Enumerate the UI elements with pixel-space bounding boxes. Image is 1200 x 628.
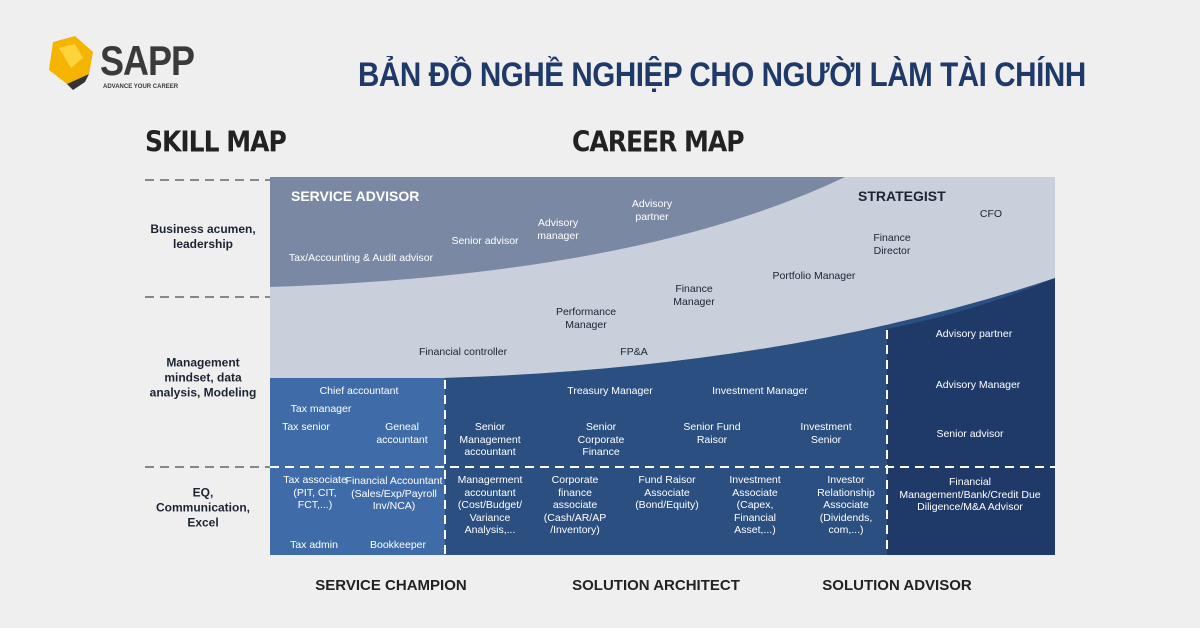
skill-level: Management mindset, data analysis, Model… [149,355,257,400]
skill-level: EQ, Communication, Excel [155,485,250,530]
logo: SAPP ADVANCE YOUR CAREER [45,34,195,94]
role: Senior Fund Raisor [683,421,741,446]
role: Tax senior [282,421,330,433]
role: Treasury Manager [567,385,653,397]
page-title: BẢN ĐỒ NGHỀ NGHIỆP CHO NGƯỜI LÀM TÀI CHÍ… [358,56,1086,94]
role: Financial Accountant (Sales/Exp/Payroll … [345,475,443,512]
column-label-solution-architect: SOLUTION ARCHITECT [572,577,740,594]
role: Finance Manager [673,283,715,308]
role: Tax associate (PIT, CIT, FCT,...) [283,474,347,511]
role: Fund Raisor Associate (Bond/Equity) [635,474,699,511]
role: Senior Corporate Finance [577,421,625,458]
role: FP&A [620,346,648,358]
role: Senior advisor [451,235,519,247]
zone-label-strategist: STRATEGIST [858,188,946,204]
zone-label-service-advisor: SERVICE ADVISOR [291,188,420,204]
role: Bookkeeper [369,539,427,551]
role: Portfolio Manager [772,270,856,282]
role: Geneal accountant [376,421,428,446]
role: Tax/Accounting & Audit advisor [288,252,434,264]
role: Investor Relationship Associate (Dividen… [817,474,875,536]
role: Investment Manager [712,385,808,397]
role: Advisory Manager [935,379,1021,391]
role: Advisory manager [537,217,579,242]
role: Performance Manager [555,306,617,331]
role: Advisory partner [631,198,673,223]
logo-text: SAPP [100,36,195,84]
role: Advisory partner [935,328,1013,340]
role: Financial Management/Bank/Credit Due Dil… [899,476,1041,513]
role: Tax admin [290,539,338,551]
role: CFO [979,208,1003,220]
logo-tagline: ADVANCE YOUR CAREER [103,84,179,90]
column-label-solution-advisor: SOLUTION ADVISOR [822,577,972,594]
career-map-heading: CAREER MAP [572,124,745,159]
role: Corporate finance associate (Cash/AR/AP … [543,474,607,536]
role: Managerment accountant (Cost/Budget/ Var… [457,474,523,536]
service-champion-zone [270,378,445,555]
skill-map-heading: SKILL MAP [145,124,287,159]
solution-architect-zone [270,278,1055,555]
column-label-service-champion: SERVICE CHAMPION [315,577,467,594]
role: Finance Director [873,232,911,257]
role: Investment Associate (Capex, Financial A… [729,474,781,536]
skill-level: Business acumen, leadership [150,222,256,251]
logo-mark-icon [49,36,93,90]
role: Financial controller [418,346,508,358]
role: Tax manager [290,403,352,415]
solution-advisor-zone [887,278,1055,555]
service-advisor-zone [270,177,845,287]
role: Investment Senior [800,421,852,446]
role: Chief accountant [319,385,399,397]
role: Senior advisor [936,428,1004,440]
role: Senior Management accountant [459,421,521,458]
